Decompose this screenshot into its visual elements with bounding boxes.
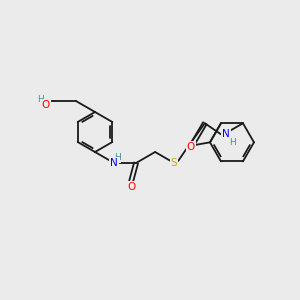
Text: H: H xyxy=(230,138,236,147)
Text: H: H xyxy=(114,154,120,163)
Text: O: O xyxy=(42,100,50,110)
Text: O: O xyxy=(127,182,135,192)
Text: N: N xyxy=(222,129,230,139)
Text: O: O xyxy=(187,142,195,152)
Text: H: H xyxy=(38,94,44,103)
Text: N: N xyxy=(110,158,118,168)
Text: S: S xyxy=(171,158,178,168)
